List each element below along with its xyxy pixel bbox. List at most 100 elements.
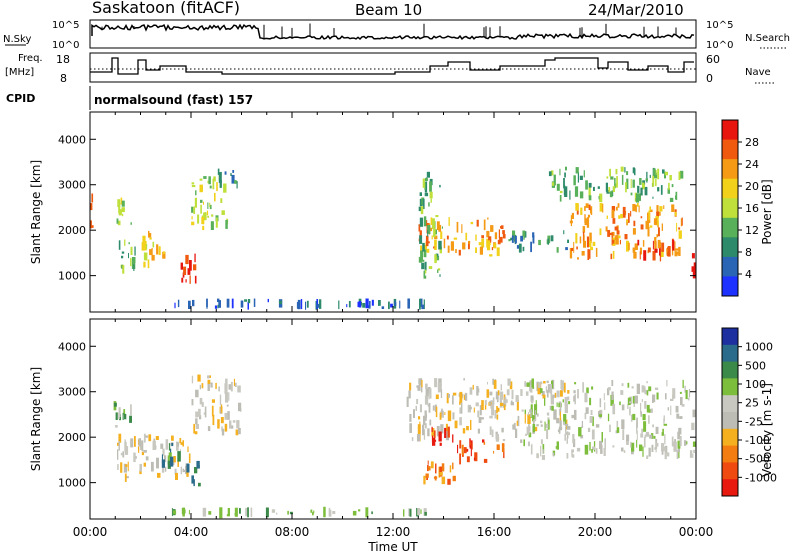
velocity-cell: [652, 424, 654, 428]
velocity-cell: [496, 414, 499, 420]
power-cell: [191, 216, 193, 220]
velocity-cell: [571, 414, 575, 419]
power-cell: [626, 171, 629, 176]
power-cell: [639, 251, 641, 260]
power-cell: [427, 230, 429, 237]
velocity-cell: [641, 428, 644, 434]
x-tick-label: 00:00: [679, 525, 714, 539]
velocity-cell: [113, 402, 117, 407]
velocity-colorbar-swatch: [722, 412, 738, 430]
velocity-cell: [678, 427, 682, 435]
power-cell: [660, 249, 664, 257]
velocity-cell: [143, 462, 146, 467]
power-cell: [436, 221, 440, 230]
power-cell: [597, 186, 600, 189]
velocity-cell: [591, 386, 594, 390]
velocity-cell: [230, 381, 233, 392]
velocity-cell: [534, 410, 537, 421]
power-cell: [224, 171, 227, 175]
power-cell: [446, 235, 449, 240]
noise-search-spikes: [101, 23, 677, 39]
power-cell: [461, 224, 463, 234]
power-cell: [652, 240, 654, 250]
power-cell: [532, 235, 535, 244]
velocity-cell: [538, 382, 541, 389]
power-cell: [500, 226, 502, 229]
velocity-cell: [433, 430, 436, 438]
velocity-cell: [225, 378, 228, 384]
velocity-cell: [526, 382, 530, 387]
velocity-cell: [653, 435, 656, 439]
velocity-cell: [419, 421, 421, 431]
velocity-cell: [207, 379, 211, 384]
velocity-cell: [438, 378, 442, 386]
velocity-cell: [520, 389, 523, 396]
velocity-cell: [688, 389, 691, 398]
velocity-cell: [546, 389, 549, 398]
power-cell: [553, 174, 556, 186]
power-colorbar-swatch: [722, 198, 738, 219]
power-cell: [605, 182, 608, 192]
velocity-cell: [312, 512, 314, 516]
power-cell: [458, 249, 461, 256]
velocity-cell: [645, 431, 650, 437]
velocity-cell: [540, 424, 543, 427]
power-cell: [133, 264, 135, 271]
velocity-cell: [599, 403, 601, 407]
power-cell: [156, 244, 159, 255]
power-cell: [438, 240, 442, 250]
velocity-cell: [352, 510, 357, 516]
velocity-cell: [141, 451, 144, 456]
power-cell: [662, 169, 665, 174]
velocity-cell: [599, 414, 602, 417]
velocity-colorbar-swatch: [722, 428, 738, 447]
velocity-cell: [117, 464, 119, 470]
power-cell: [624, 234, 628, 240]
power-cell: [407, 298, 410, 309]
velocity-cell: [197, 374, 201, 382]
power-cell: [189, 260, 192, 271]
power-colorbar-swatch: [722, 256, 738, 277]
power-cell: [587, 249, 590, 260]
velocity-cell: [195, 424, 199, 429]
velocity-cell: [481, 400, 484, 410]
power-cell: [212, 178, 215, 190]
power-cell: [633, 251, 637, 259]
power-cell: [647, 227, 650, 237]
time-axis: 00:00 04:00 08:00 12:00 16:00 20:00 00:00: [73, 525, 714, 539]
velocity-cell: [626, 434, 630, 442]
power-cell: [189, 275, 191, 284]
velocity-cell: [429, 419, 432, 426]
power-cell: [691, 253, 695, 259]
velocity-cell: [692, 409, 696, 418]
power-cell: [502, 230, 505, 234]
velocity-cell: [506, 389, 510, 396]
velocity-cell: [662, 428, 664, 435]
velocity-cell: [125, 476, 129, 479]
velocity-cell: [563, 414, 567, 424]
velocity-cell: [440, 424, 444, 434]
velocity-cell: [235, 382, 237, 387]
velocity-cell: [564, 403, 568, 414]
power-cell: [423, 299, 425, 310]
power-cell: [199, 184, 203, 193]
velocity-cell: [437, 382, 441, 393]
power-cell: [215, 217, 218, 228]
velocity-cell: [148, 434, 152, 442]
power-cell: [430, 198, 432, 203]
velocity-cell: [245, 507, 248, 517]
power-cell: [661, 223, 663, 231]
power-cell: [438, 268, 441, 271]
velocity-cell: [601, 432, 603, 443]
power-cell: [378, 301, 380, 306]
power-cell: [659, 255, 662, 262]
power-cell: [632, 179, 635, 188]
velocity-cell: [510, 400, 513, 403]
velocity-cell: [550, 388, 553, 399]
velocity-cell: [435, 463, 437, 474]
velocity-cell: [650, 408, 653, 413]
power-cell: [90, 220, 92, 229]
power-cell: [667, 188, 670, 194]
power-cell: [487, 217, 489, 220]
velocity-cell: [581, 420, 583, 428]
